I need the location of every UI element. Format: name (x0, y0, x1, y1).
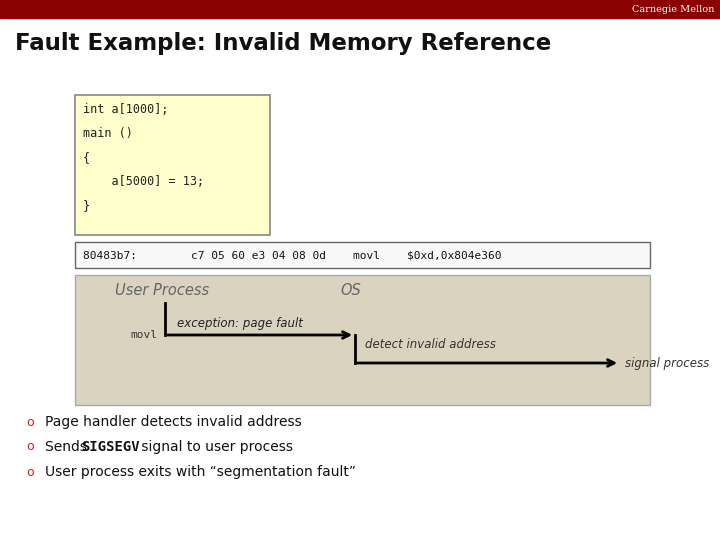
Text: int a[1000];: int a[1000]; (83, 103, 168, 116)
Text: OS: OS (340, 283, 361, 298)
Text: a[5000] = 13;: a[5000] = 13; (83, 175, 204, 188)
Text: Carnegie Mellon: Carnegie Mellon (631, 4, 714, 14)
Text: }: } (83, 199, 90, 212)
Text: {: { (83, 151, 90, 164)
Text: Page handler detects invalid address: Page handler detects invalid address (45, 415, 302, 429)
Text: signal process: signal process (625, 356, 709, 369)
Text: SIGSEGV: SIGSEGV (81, 440, 140, 454)
Text: User process exits with “segmentation fault”: User process exits with “segmentation fa… (45, 465, 356, 479)
FancyBboxPatch shape (75, 95, 270, 235)
Text: o: o (26, 415, 34, 429)
Text: User Process: User Process (115, 283, 209, 298)
Text: signal to user process: signal to user process (137, 440, 293, 454)
Text: 80483b7:        c7 05 60 e3 04 08 0d    movl    $0xd,0x804e360: 80483b7: c7 05 60 e3 04 08 0d movl $0xd,… (83, 250, 502, 260)
FancyBboxPatch shape (75, 242, 650, 268)
FancyBboxPatch shape (75, 275, 650, 405)
Text: detect invalid address: detect invalid address (365, 339, 496, 352)
Text: exception: page fault: exception: page fault (177, 317, 303, 330)
Text: movl: movl (130, 330, 157, 340)
Text: main (): main () (83, 127, 133, 140)
Text: o: o (26, 441, 34, 454)
Text: Fault Example: Invalid Memory Reference: Fault Example: Invalid Memory Reference (15, 32, 552, 55)
Text: Sends: Sends (45, 440, 91, 454)
Text: o: o (26, 465, 34, 478)
Bar (0, 0, 720, 18)
